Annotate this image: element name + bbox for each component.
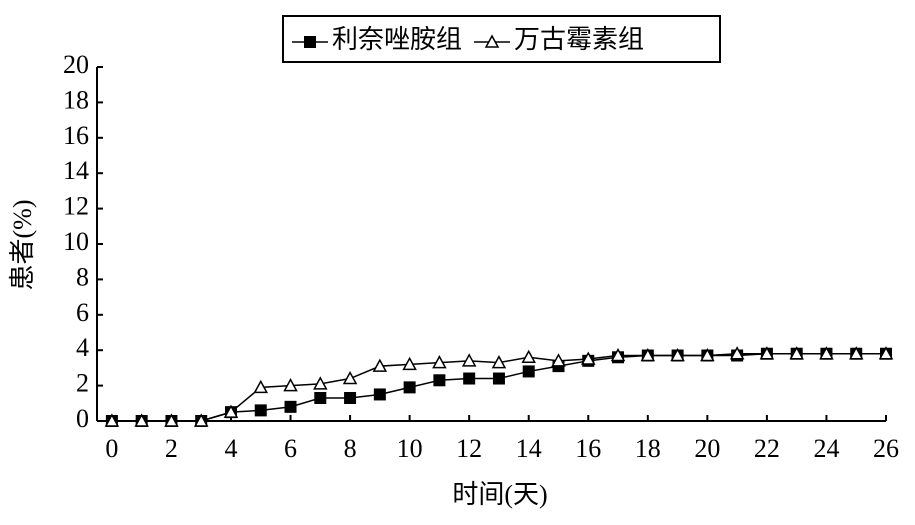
point — [403, 381, 416, 394]
legend-label: 万古霉素组 — [514, 25, 644, 54]
point — [304, 36, 316, 48]
point — [492, 372, 505, 385]
point — [522, 365, 535, 378]
point — [342, 370, 358, 385]
point — [254, 404, 267, 417]
y-tick-label: 2 — [76, 369, 89, 398]
x-tick-label: 16 — [575, 434, 601, 463]
point — [581, 351, 596, 365]
point — [314, 391, 327, 404]
y-tick-label: 4 — [76, 333, 89, 362]
point — [463, 372, 476, 385]
point — [344, 391, 357, 404]
point — [491, 355, 507, 369]
point — [461, 353, 477, 367]
y-tick-label: 20 — [63, 50, 89, 79]
point — [284, 400, 297, 413]
point — [484, 34, 500, 48]
point — [848, 346, 864, 360]
x-tick-label: 10 — [397, 434, 423, 463]
point — [433, 374, 446, 387]
point — [373, 388, 386, 401]
point — [432, 355, 447, 369]
y-tick-label: 18 — [63, 85, 89, 114]
point — [223, 404, 239, 418]
y-tick-label: 6 — [76, 298, 89, 327]
point — [670, 347, 685, 362]
point — [402, 356, 417, 371]
point — [729, 346, 745, 360]
point — [819, 346, 834, 360]
point — [610, 347, 626, 362]
point — [164, 413, 179, 427]
y-tick-label: 16 — [63, 121, 89, 150]
y-tick-label: 14 — [63, 156, 89, 185]
point — [551, 353, 566, 367]
y-axis-label: 患者(%) — [8, 200, 37, 291]
point — [134, 413, 149, 427]
point — [640, 347, 656, 362]
x-tick-label: 6 — [284, 434, 297, 463]
x-tick-label: 12 — [456, 434, 482, 463]
y-tick-label: 10 — [63, 227, 89, 256]
x-tick-label: 22 — [754, 434, 780, 463]
point — [313, 376, 328, 390]
point — [104, 413, 120, 427]
point — [372, 358, 388, 372]
x-tick-label: 14 — [516, 434, 542, 463]
x-tick-label: 8 — [344, 434, 357, 463]
y-tick-label: 8 — [76, 262, 89, 291]
x-axis-label: 时间(天) — [452, 480, 547, 509]
x-tick-label: 24 — [813, 434, 839, 463]
legend-box — [282, 15, 721, 63]
x-tick-label: 4 — [224, 434, 237, 463]
point — [193, 413, 209, 427]
x-tick-label: 2 — [165, 434, 178, 463]
point — [759, 346, 775, 360]
legend-label: 利奈唑胺组 — [332, 25, 462, 54]
x-tick-label: 26 — [873, 434, 899, 463]
point — [700, 347, 715, 362]
point — [253, 379, 269, 394]
x-tick-label: 18 — [635, 434, 661, 463]
x-tick-label: 20 — [694, 434, 720, 463]
point — [789, 346, 804, 360]
x-tick-label: 0 — [105, 434, 118, 463]
y-tick-label: 0 — [76, 404, 89, 433]
point — [878, 346, 894, 360]
y-tick-label: 12 — [63, 192, 89, 221]
point — [521, 349, 536, 364]
point — [283, 378, 298, 392]
